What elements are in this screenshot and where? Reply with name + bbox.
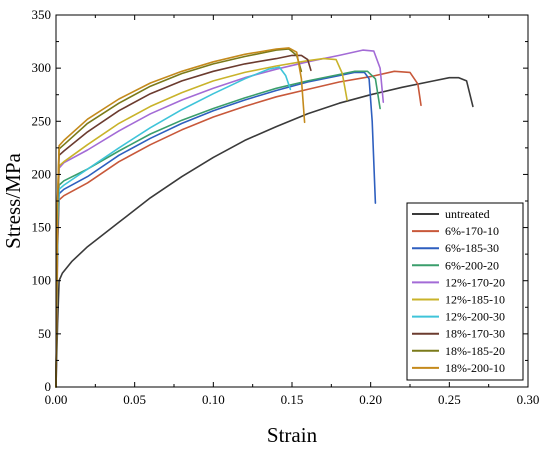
series-line-1 — [55, 70, 422, 388]
legend-label-1: 6%-170-10 — [445, 224, 499, 238]
series-line-2 — [55, 71, 377, 388]
series-line-3 — [55, 70, 381, 388]
y-tick-label: 0 — [45, 379, 52, 394]
legend-label-6: 12%-200-30 — [445, 310, 505, 324]
y-tick-label: 350 — [32, 7, 52, 22]
legend-label-5: 12%-185-10 — [445, 293, 505, 307]
series-line-5 — [55, 57, 348, 388]
legend-label-3: 6%-200-20 — [445, 258, 499, 272]
series-line-4 — [55, 49, 385, 388]
y-axis-title: Stress/MPa — [1, 152, 25, 248]
legend-label-0: untreated — [445, 207, 490, 221]
series-line-7 — [55, 54, 312, 388]
tick-layer: 0.00 0.05 0.10 0.15 0.20 0.25 0.30 0 50 100 150 200… — [32, 7, 540, 407]
x-axis-title: Strain — [267, 423, 318, 447]
x-tick-label: 0.15 — [281, 392, 304, 407]
x-tick-label: 0.20 — [359, 392, 382, 407]
y-tick-label: 100 — [32, 273, 52, 288]
series-line-9 — [55, 47, 306, 388]
legend-label-7: 18%-170-30 — [445, 327, 505, 341]
series-line-6 — [55, 66, 292, 388]
x-tick-label: 0.30 — [517, 392, 540, 407]
y-tick-label: 150 — [32, 220, 52, 235]
series-layer — [55, 47, 474, 388]
legend-label-4: 12%-170-20 — [445, 275, 505, 289]
x-tick-label: 0.00 — [45, 392, 68, 407]
legend-label-9: 18%-200-10 — [445, 361, 505, 375]
y-tick-label: 200 — [32, 166, 52, 181]
legend-label-2: 6%-185-30 — [445, 241, 499, 255]
y-tick-label: 300 — [32, 60, 52, 75]
x-tick-label: 0.25 — [438, 392, 461, 407]
legend-label-8: 18%-185-20 — [445, 344, 505, 358]
y-tick-label: 250 — [32, 113, 52, 128]
y-tick-label: 50 — [38, 326, 51, 341]
x-tick-label: 0.10 — [202, 392, 225, 407]
x-tick-label: 0.05 — [123, 392, 146, 407]
series-line-0 — [55, 76, 474, 388]
series-line-8 — [55, 48, 303, 388]
legend: untreated 6%-170-10 6%-185-30 6%-200-20 12%-… — [406, 202, 524, 381]
